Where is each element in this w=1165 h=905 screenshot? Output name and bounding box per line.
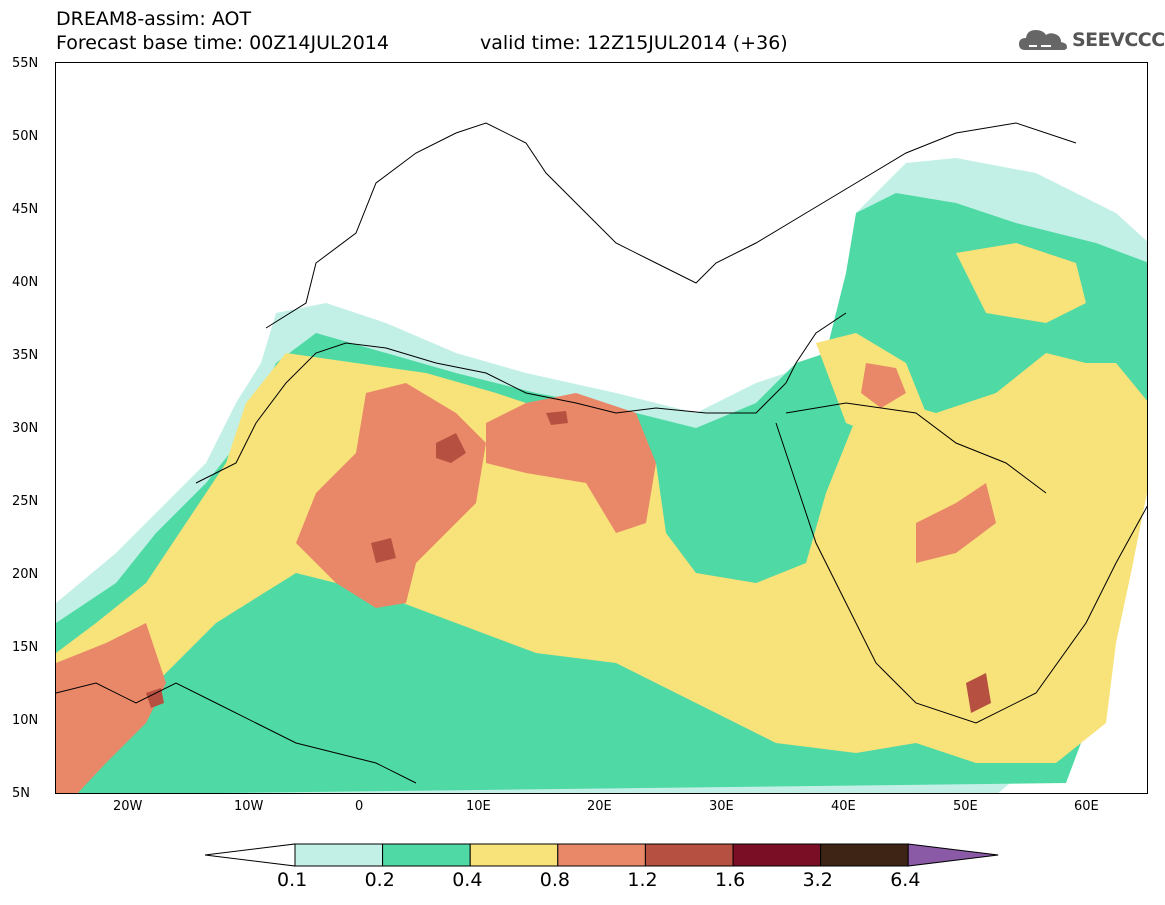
map-title: DREAM8-assim: AOT xyxy=(56,8,252,30)
colorbar-cell xyxy=(557,843,646,867)
lon-label: 50E xyxy=(953,799,978,814)
cloud-icon xyxy=(1019,30,1067,50)
lat-label: 20N xyxy=(12,567,39,582)
colorbar-cell xyxy=(907,843,999,867)
colorbar-cell xyxy=(732,843,822,867)
colorbar-cell xyxy=(205,843,296,867)
colorbar-cell xyxy=(382,843,471,867)
colorbar-cell xyxy=(469,843,559,867)
aot-map xyxy=(56,122,1147,793)
lon-label: 0 xyxy=(355,799,364,814)
lat-label: 25N xyxy=(12,494,39,509)
colorbar-level-label: 6.4 xyxy=(890,869,921,891)
colorbar-level-label: 0.1 xyxy=(277,869,308,891)
colorbar xyxy=(205,843,999,867)
lat-label: 5N xyxy=(12,786,30,801)
lat-label: 45N xyxy=(12,202,39,217)
lat-label: 10N xyxy=(12,713,39,728)
lat-label: 40N xyxy=(12,275,39,290)
lon-label: 30E xyxy=(709,799,734,814)
colorbar-level-label: 1.2 xyxy=(627,869,658,891)
colorbar-level-label: 3.2 xyxy=(802,869,833,891)
colorbar-level-label: 1.6 xyxy=(715,869,746,891)
lat-label: 55N xyxy=(12,56,39,71)
aot-band-0.8-1.2 xyxy=(56,363,996,793)
aot-band-0.4-0.8 xyxy=(56,243,1147,793)
valid-time: valid time: 12Z15JUL2014 (+36) xyxy=(480,32,788,54)
lon-label: 10W xyxy=(234,799,264,814)
lon-label: 60E xyxy=(1074,799,1099,814)
lon-label: 40E xyxy=(831,799,856,814)
colorbar-cell xyxy=(644,843,734,867)
lat-label: 35N xyxy=(12,348,39,363)
colorbar-level-label: 0.2 xyxy=(364,869,395,891)
colorbar-cell xyxy=(820,843,909,867)
aot-band-1.2-1.6 xyxy=(146,411,991,713)
lat-label: 30N xyxy=(12,421,39,436)
seevccc-logo: SEEVCCC xyxy=(1017,24,1165,56)
forecast-base-time: Forecast base time: 00Z14JUL2014 xyxy=(56,32,389,54)
colorbar-cell xyxy=(294,843,384,867)
map-area xyxy=(55,62,1148,794)
lat-label: 50N xyxy=(12,129,39,144)
lon-label: 20W xyxy=(113,799,143,814)
lat-label: 15N xyxy=(12,640,39,655)
logo-text: SEEVCCC xyxy=(1072,29,1165,51)
colorbar-level-label: 0.4 xyxy=(452,869,483,891)
colorbar-level-label: 0.8 xyxy=(539,869,571,891)
lon-label: 10E xyxy=(466,799,491,814)
lon-label: 20E xyxy=(587,799,612,814)
coastlines xyxy=(56,122,1147,784)
